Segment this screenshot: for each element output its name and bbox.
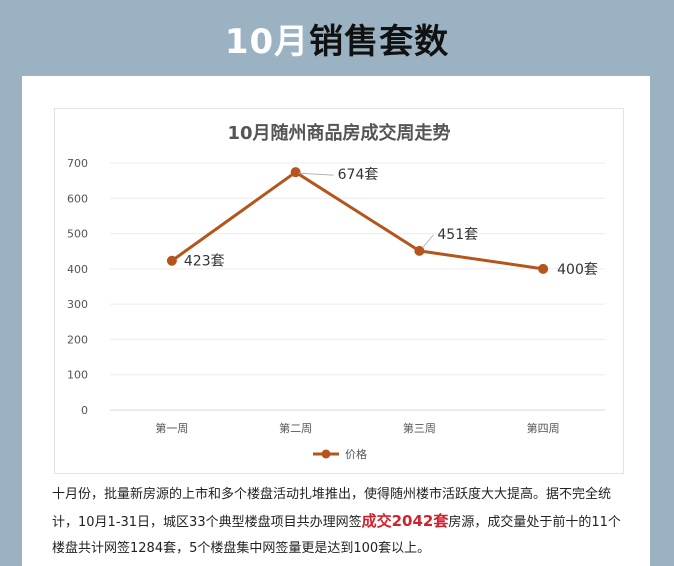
header: 10月销售套数	[0, 0, 674, 76]
description-paragraph: 十月份，批量新房源的上市和多个楼盘活动扎堆推出，使得随州楼市活跃度大大提高。据不…	[52, 482, 624, 562]
x-tick-label: 第一周	[155, 421, 188, 435]
page-title: 10月销售套数	[0, 0, 674, 63]
y-tick-label: 300	[67, 298, 88, 311]
legend-swatch-marker	[321, 449, 331, 459]
description-part-2: 房源，成交量处于前十的11个楼盘共计网签1284套，5个楼盘集中网签量更是达到1…	[52, 515, 621, 556]
y-tick-label: 200	[67, 333, 88, 346]
y-tick-label: 100	[67, 369, 88, 382]
title-highlight: 10月	[224, 22, 310, 62]
legend-label: 价格	[345, 447, 367, 461]
title-rest: 销售套数	[309, 22, 450, 62]
data-point	[290, 167, 301, 178]
x-tick-label: 第二周	[279, 421, 312, 435]
chart-title: 10月随州商品房成交周走势	[227, 122, 450, 144]
x-tick-label: 第四周	[527, 421, 560, 435]
x-tick-label: 第三周	[403, 421, 436, 435]
data-point	[166, 255, 177, 266]
y-tick-label: 600	[67, 192, 88, 205]
content-panel: 10月随州商品房成交周走势 0 100 200 300 400 500 600 700 第一周 第…	[22, 76, 650, 566]
data-label: 400套	[557, 262, 598, 278]
data-label-leader	[298, 172, 334, 176]
y-tick-label: 0	[81, 404, 88, 417]
data-label: 451套	[437, 227, 478, 243]
line-chart: 10月随州商品房成交周走势 0 100 200 300 400 500 600 700 第一周 第…	[67, 122, 605, 461]
y-tick-label: 500	[67, 228, 88, 241]
description-highlight: 成交2042套	[361, 512, 449, 530]
y-tick-label: 700	[67, 157, 88, 170]
chart-card: 10月随州商品房成交周走势 0 100 200 300 400 500 600 700 第一周 第…	[54, 108, 624, 474]
data-label-leader	[422, 234, 434, 249]
data-point	[538, 263, 549, 274]
data-label: 423套	[184, 254, 225, 270]
series-line	[171, 170, 544, 271]
description-part-1: 十月份，批量新房源的上市和多个楼盘活动扎堆推出，使得随州楼市活跃度大大提高。据不…	[52, 487, 612, 530]
data-label: 674套	[338, 167, 379, 183]
data-point	[414, 245, 425, 256]
y-tick-label: 400	[67, 263, 88, 276]
